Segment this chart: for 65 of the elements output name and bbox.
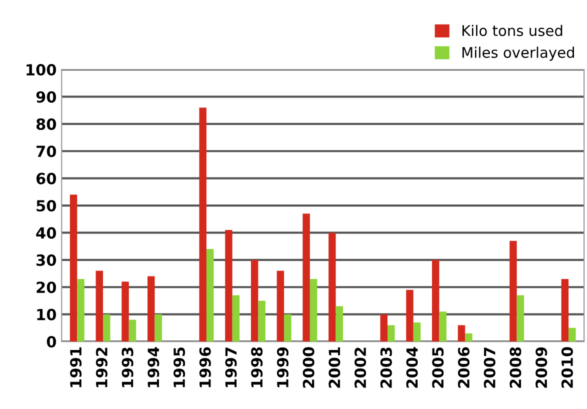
bar xyxy=(328,232,336,342)
x-tick-label: 2010 xyxy=(561,347,573,388)
bar xyxy=(154,314,162,342)
bar xyxy=(413,322,421,342)
x-tick-label: 1995 xyxy=(173,347,186,388)
x-tick-label: 1994 xyxy=(148,347,160,388)
bar xyxy=(232,295,240,342)
x-tick-label: 1999 xyxy=(276,347,288,388)
x-tick-label: 2005 xyxy=(432,347,444,388)
x-tick-label: 2008 xyxy=(510,347,522,388)
x-tick-label: 2009 xyxy=(536,347,548,388)
bar xyxy=(380,314,388,342)
x-tick-label: 2004 xyxy=(406,347,418,388)
bar xyxy=(225,230,232,342)
x-tick-label: 1998 xyxy=(251,347,263,388)
bar xyxy=(568,328,576,342)
bar xyxy=(276,270,284,342)
y-tick-label: 50 xyxy=(36,200,56,212)
bar xyxy=(439,312,446,342)
y-tick-label: 100 xyxy=(26,64,56,76)
bar xyxy=(122,282,129,342)
bar xyxy=(148,276,155,342)
x-tick-label: 1993 xyxy=(122,348,134,388)
bar xyxy=(302,214,310,342)
y-tick-label: 0 xyxy=(46,336,56,348)
x-tick-label: 2003 xyxy=(380,348,392,388)
bar xyxy=(388,325,395,342)
y-tick-label: 60 xyxy=(36,172,56,184)
bar xyxy=(310,278,318,342)
legend-label: Kilo tons used xyxy=(462,24,562,36)
y-tick-label: 10 xyxy=(37,308,56,320)
y-tick-label: 70 xyxy=(36,146,56,158)
y-tick-label: 80 xyxy=(36,118,56,130)
y-tick-label: 90 xyxy=(36,91,56,103)
bar xyxy=(561,278,569,342)
bar xyxy=(510,240,517,342)
bar xyxy=(465,333,472,342)
x-tick-label: 2001 xyxy=(328,347,340,388)
legend-label: Miles overlayed xyxy=(462,46,574,61)
bar xyxy=(96,270,104,342)
y-tick-label: 30 xyxy=(36,254,56,266)
bar xyxy=(77,278,84,342)
bar xyxy=(103,314,110,342)
bar xyxy=(406,290,414,342)
x-tick-label: 1992 xyxy=(96,348,108,388)
bar xyxy=(284,314,292,342)
x-tick-label: 2000 xyxy=(302,347,314,388)
bar xyxy=(206,249,214,342)
bar xyxy=(258,300,266,342)
x-tick-label: 1997 xyxy=(225,348,237,388)
bar xyxy=(128,320,136,342)
bar xyxy=(199,108,206,342)
bar xyxy=(250,260,258,342)
x-tick-label: 2006 xyxy=(458,347,470,388)
bar xyxy=(516,295,524,342)
x-tick-label: 2002 xyxy=(354,348,366,388)
bar xyxy=(70,194,78,342)
bar xyxy=(458,325,466,342)
y-tick-label: 40 xyxy=(36,227,56,239)
x-tick-label: 1991 xyxy=(70,347,82,388)
x-tick-label: 2007 xyxy=(484,348,496,388)
x-tick-label: 1996 xyxy=(199,347,211,388)
bar xyxy=(432,260,440,342)
y-tick-label: 20 xyxy=(36,282,56,294)
bar xyxy=(336,306,344,342)
